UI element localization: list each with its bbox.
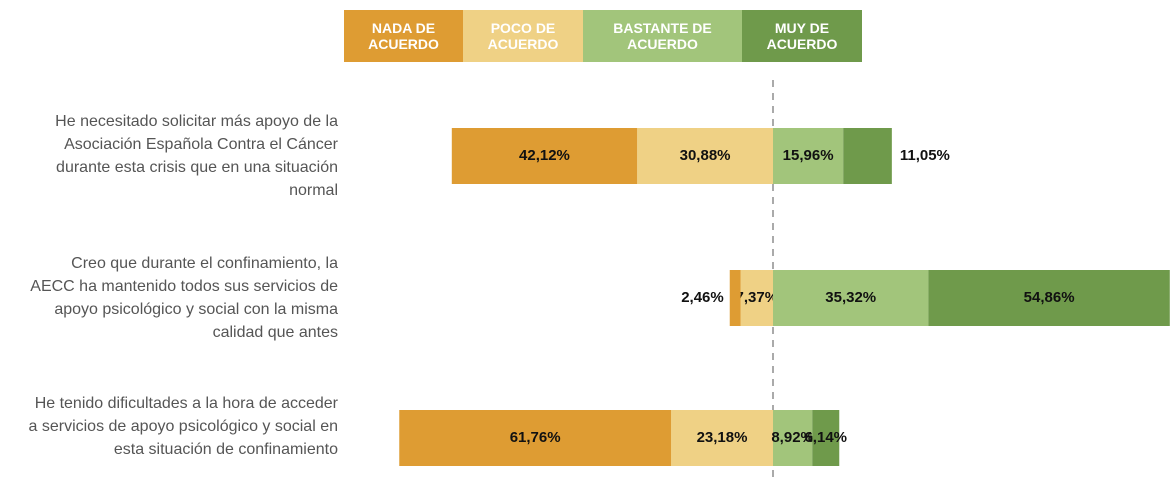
legend-item: MUY DE ACUERDO xyxy=(742,10,862,62)
bar-segment xyxy=(928,270,1170,326)
bar-segment xyxy=(451,128,638,184)
bar-segment xyxy=(812,410,840,466)
value-label: 8,92% xyxy=(771,429,814,446)
value-label: 42,12% xyxy=(519,147,570,164)
bar-segment xyxy=(671,410,773,466)
legend-item: NADA DE ACUERDO xyxy=(344,10,463,62)
bar-segment xyxy=(843,128,892,184)
category-label: Creo que durante el confinamiento, la AE… xyxy=(30,255,338,341)
bar-segment xyxy=(729,270,741,326)
value-label: 11,05% xyxy=(900,147,950,164)
category-label: He tenido dificultades a la hora de acce… xyxy=(28,395,339,458)
bar-segment xyxy=(773,128,844,184)
value-label: 15,96% xyxy=(783,147,834,164)
bar-segment xyxy=(399,410,672,466)
value-label: 30,88% xyxy=(680,147,731,164)
category-label: He necesitado solicitar más apoyo de la … xyxy=(55,113,338,199)
bar-segment xyxy=(773,270,929,326)
bar-segment xyxy=(773,410,813,466)
bar-segment xyxy=(740,270,773,326)
bar-segment xyxy=(637,128,773,184)
value-label: 6,14% xyxy=(804,429,847,446)
value-label: 35,32% xyxy=(825,289,876,306)
value-label: 23,18% xyxy=(697,429,748,446)
legend-item: POCO DE ACUERDO xyxy=(463,10,583,62)
value-label: 61,76% xyxy=(510,429,561,446)
value-label: 54,86% xyxy=(1024,289,1075,306)
value-label: 2,46% xyxy=(681,289,724,306)
value-label: 7,37% xyxy=(736,289,779,306)
legend-item: BASTANTE DE ACUERDO xyxy=(583,10,742,62)
